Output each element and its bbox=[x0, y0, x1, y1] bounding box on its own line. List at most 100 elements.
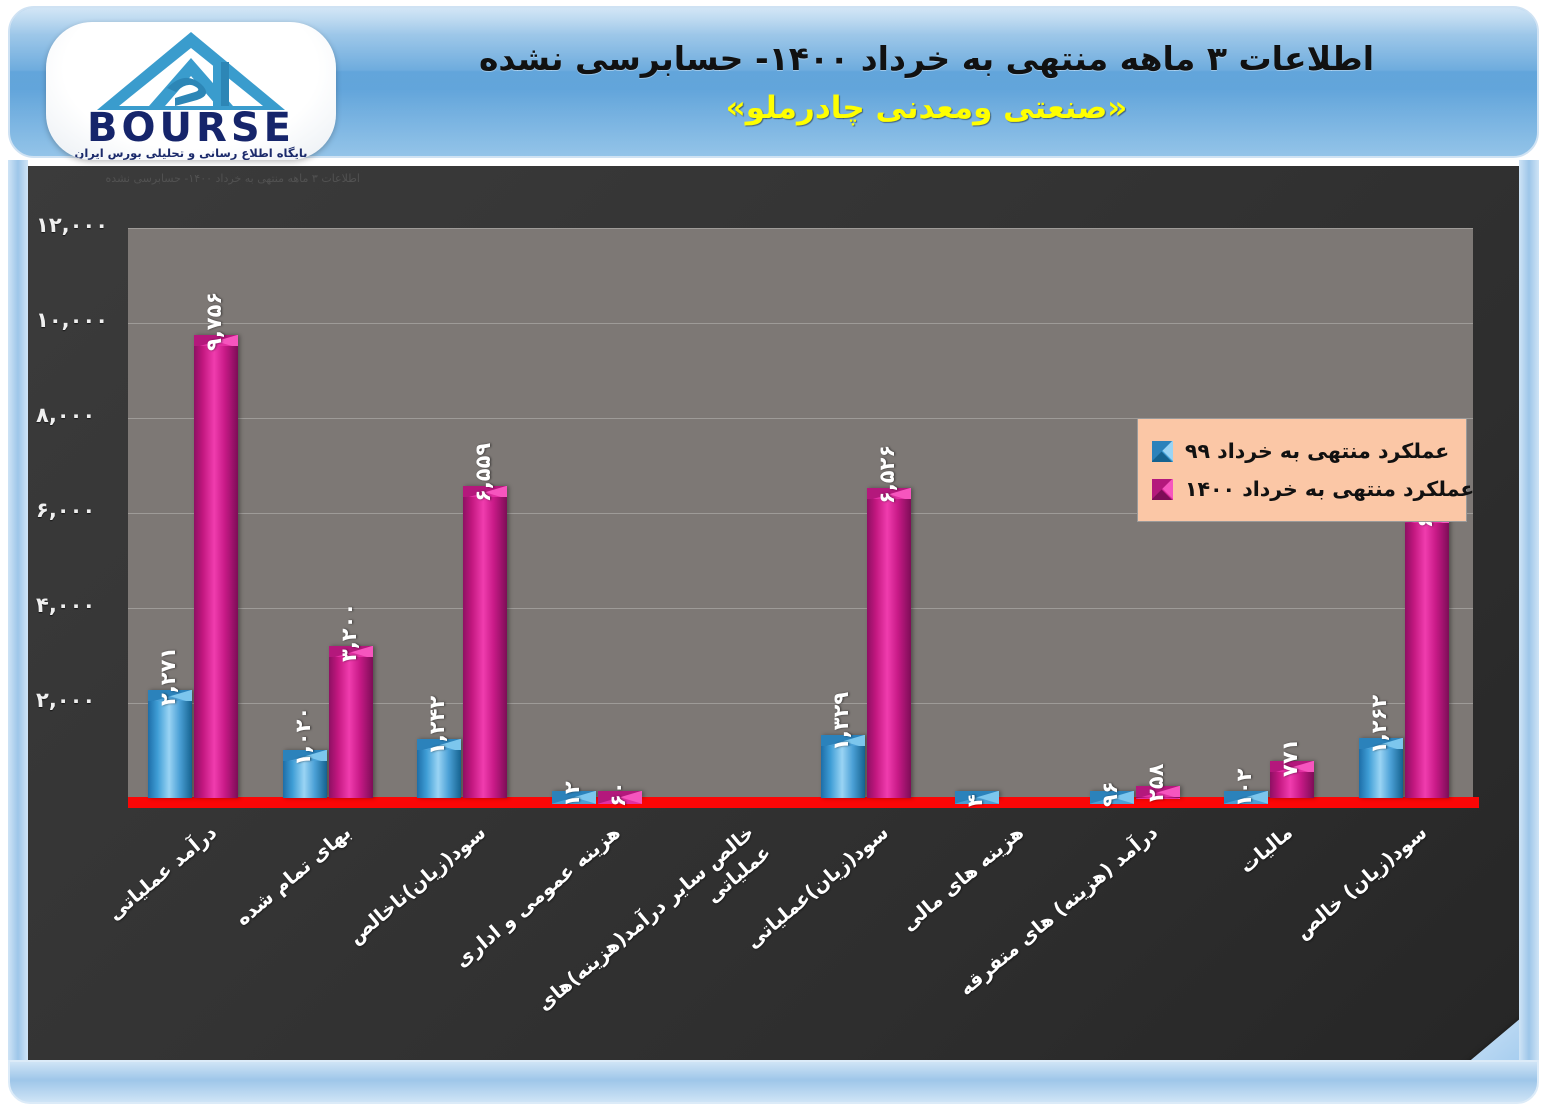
bar-value-label: ۱,۳۲۹ bbox=[828, 691, 853, 751]
header-banner: BOURSE پایگاه اطلاع رسانی و تحلیلی بورس … bbox=[8, 6, 1539, 160]
x-axis-label-1: بهای تمام شده bbox=[230, 820, 356, 931]
logo-tagline: پایگاه اطلاع رسانی و تحلیلی بورس ایران bbox=[74, 146, 308, 160]
blue-swatch-icon bbox=[1152, 440, 1173, 462]
bar-cap bbox=[1358, 738, 1403, 752]
bar-body bbox=[1270, 772, 1315, 798]
x-axis-category-labels: درآمد عملیاتی بهای تمام شده سود(زیان)ناخال… bbox=[103, 812, 1473, 1062]
bar-value-label: ۱,۲۴۲ bbox=[425, 695, 450, 755]
bar-value-label: ۴ bbox=[963, 794, 988, 807]
bar-body bbox=[328, 657, 373, 798]
bar-series-99[interactable] bbox=[955, 791, 1000, 804]
page-subtitle: «صنعتی ومعدنی چادرملو» bbox=[725, 90, 1128, 127]
bar-series-1400[interactable] bbox=[866, 488, 911, 798]
bourse-24-triangle-logo-icon bbox=[97, 32, 285, 110]
zero-axis-line bbox=[128, 797, 1479, 808]
bar-cap bbox=[194, 334, 239, 348]
bar-series-99[interactable] bbox=[282, 749, 327, 798]
bar-series-99[interactable] bbox=[820, 734, 865, 798]
bar-value-label: ۷۷۱ bbox=[1278, 738, 1303, 778]
bar-value-label: ۶۰ bbox=[605, 781, 630, 807]
gridline bbox=[128, 323, 1473, 324]
bar-series-99[interactable] bbox=[417, 739, 462, 798]
bar-body bbox=[1358, 749, 1403, 798]
y-axis-tick-label: ۲,۰۰۰ bbox=[36, 688, 96, 712]
bar-cap bbox=[551, 791, 596, 804]
bar-cap bbox=[282, 749, 327, 763]
gridline bbox=[128, 513, 1473, 514]
bar-body bbox=[1135, 796, 1180, 798]
bar-series-99[interactable] bbox=[551, 791, 596, 804]
bar-series-1400[interactable] bbox=[328, 646, 373, 798]
bar-value-label: ۹,۷۵۶ bbox=[202, 291, 227, 351]
bar-series-99[interactable] bbox=[1224, 791, 1269, 804]
bar-cap bbox=[1270, 761, 1315, 775]
page-title: اطلاعات ۳ ماهه منتهی به خرداد ۱۴۰۰- حساب… bbox=[478, 38, 1375, 78]
bar-body bbox=[866, 499, 911, 798]
y-axis-tick-label: ۸,۰۰۰ bbox=[36, 403, 96, 427]
left-frame-border bbox=[8, 160, 28, 1066]
legend-label-1: عملکرد منتهی به خرداد ۱۴۰۰ bbox=[1185, 477, 1475, 501]
bar-value-label: ۳,۲۰۰ bbox=[336, 602, 361, 662]
bar-value-label: ۶,۵۲۶ bbox=[874, 444, 899, 504]
legend-label-0: عملکرد منتهی به خرداد ۹۹ bbox=[1185, 439, 1450, 463]
y-axis-tick-label: ۶,۰۰۰ bbox=[36, 498, 96, 522]
bar-body bbox=[463, 497, 508, 798]
bar-cap bbox=[1135, 785, 1180, 799]
chart-panel: اطلاعات ۳ ماهه منتهی به خرداد ۱۴۰۰- حساب… bbox=[27, 166, 1520, 1066]
bar-series-1400[interactable] bbox=[1135, 785, 1180, 799]
bar-value-label: ۹۶ bbox=[1097, 781, 1122, 807]
gridline bbox=[128, 608, 1473, 609]
bar-cap bbox=[597, 791, 642, 804]
bar-body bbox=[194, 345, 239, 798]
bar-value-label: ۶,۵۵۹ bbox=[471, 443, 496, 503]
y-axis-tick-label: ۱۲,۰۰۰ bbox=[36, 213, 109, 237]
bottom-frame-border bbox=[8, 1060, 1539, 1104]
x-axis-label-4: خالص سایر درآمد(هزینه)های عملیاتی bbox=[532, 820, 776, 1016]
bar-cap bbox=[1224, 791, 1269, 804]
bar-body bbox=[820, 745, 865, 798]
bar-body bbox=[148, 701, 193, 798]
legend-item-0[interactable]: عملکرد منتهی به خرداد ۹۹ bbox=[1152, 439, 1452, 463]
bar-cap bbox=[1089, 791, 1134, 804]
bar-value-label: ۱۰۲ bbox=[1232, 768, 1257, 807]
bar-cap bbox=[955, 791, 1000, 804]
y-axis-tick-label: ۴,۰۰۰ bbox=[36, 593, 96, 617]
bar-series-1400[interactable] bbox=[463, 486, 508, 798]
bourse-logo-badge: BOURSE پایگاه اطلاع رسانی و تحلیلی بورس … bbox=[46, 22, 336, 160]
bar-body bbox=[282, 760, 327, 798]
x-axis-label-6: هزینه های مالی bbox=[896, 820, 1028, 936]
bar-value-label: ۱۲ bbox=[559, 781, 584, 807]
gridline bbox=[128, 418, 1473, 419]
bar-series-99[interactable] bbox=[1358, 738, 1403, 798]
x-axis-label-8: مالیات bbox=[1234, 820, 1297, 878]
bar-value-label: ۱,۰۲۰ bbox=[290, 706, 315, 766]
bar-series-1400[interactable] bbox=[1404, 512, 1449, 798]
bar-series-99[interactable] bbox=[1089, 791, 1134, 804]
logo-wordmark: BOURSE bbox=[87, 105, 295, 151]
bar-cap bbox=[328, 646, 373, 659]
bar-series-99[interactable] bbox=[148, 690, 193, 798]
x-axis-label-5: سود(زیان)عملیاتی bbox=[741, 820, 894, 954]
right-frame-border bbox=[1519, 160, 1539, 1066]
bar-body bbox=[1404, 523, 1449, 798]
x-axis-label-2: سود(زیان)ناخالص bbox=[343, 820, 490, 949]
bar-cap bbox=[417, 739, 462, 753]
bar-series-1400[interactable] bbox=[194, 334, 239, 798]
gridline bbox=[128, 228, 1473, 229]
bar-series-container: ۲,۲۷۱ ۹,۷۵۶ ۱,۰۲۰ ۳,۲۰۰ ۱,۲۴۲ ۶,۵۵۹ ۱۲ ۶۰ ۱,۳۲۹ ۶… bbox=[128, 228, 1473, 807]
bar-cap bbox=[463, 486, 508, 500]
chart-legend: عملکرد منتهی به خرداد ۹۹ عملکرد منتهی به… bbox=[1137, 418, 1474, 522]
pink-swatch-icon bbox=[1152, 478, 1173, 500]
chart-ghost-title: اطلاعات ۳ ماهه منتهی به خرداد ۱۴۰۰- حساب… bbox=[105, 172, 360, 185]
x-axis-label-9: سود(زیان) خالص bbox=[1290, 820, 1432, 944]
legend-item-1[interactable]: عملکرد منتهی به خرداد ۱۴۰۰ bbox=[1152, 477, 1474, 501]
y-axis-tick-label: ۱۰,۰۰۰ bbox=[36, 308, 109, 332]
bar-series-1400[interactable] bbox=[597, 791, 642, 804]
bar-cap bbox=[148, 690, 193, 704]
x-axis-label-0: درآمد عملیاتی bbox=[102, 820, 221, 925]
bar-body bbox=[417, 750, 462, 798]
bar-cap bbox=[866, 488, 911, 502]
bar-value-label: ۱,۲۶۲ bbox=[1366, 694, 1391, 755]
bar-series-1400[interactable] bbox=[1270, 761, 1315, 798]
bar-value-label: ۲,۲۷۱ bbox=[156, 646, 181, 707]
